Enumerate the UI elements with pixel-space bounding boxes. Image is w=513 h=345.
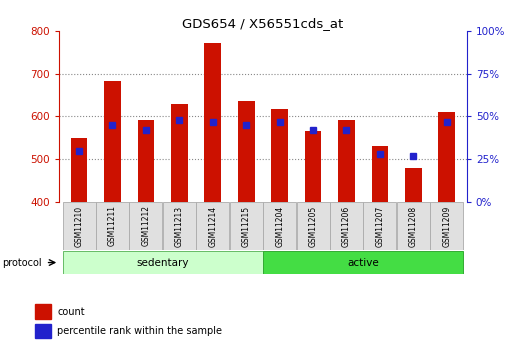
Bar	[371, 146, 388, 202]
Bar	[35, 324, 51, 338]
FancyBboxPatch shape	[397, 202, 430, 250]
Text: GSM11207: GSM11207	[376, 205, 384, 247]
Bar	[35, 304, 51, 319]
FancyBboxPatch shape	[263, 251, 463, 274]
FancyBboxPatch shape	[330, 202, 363, 250]
FancyBboxPatch shape	[63, 202, 95, 250]
FancyBboxPatch shape	[96, 202, 129, 250]
FancyBboxPatch shape	[363, 202, 397, 250]
FancyBboxPatch shape	[63, 251, 263, 274]
FancyBboxPatch shape	[263, 202, 296, 250]
Text: GSM11215: GSM11215	[242, 205, 251, 247]
Text: GSM11205: GSM11205	[308, 205, 318, 247]
Text: GSM11214: GSM11214	[208, 205, 218, 247]
FancyBboxPatch shape	[430, 202, 463, 250]
Text: GSM11209: GSM11209	[442, 205, 451, 247]
Text: GSM11204: GSM11204	[275, 205, 284, 247]
Text: count: count	[57, 307, 85, 317]
Bar	[204, 42, 221, 202]
Bar	[171, 104, 188, 202]
Text: GSM11212: GSM11212	[142, 206, 150, 246]
Bar	[439, 112, 455, 202]
Title: GDS654 / X56551cds_at: GDS654 / X56551cds_at	[182, 17, 344, 30]
Bar	[137, 120, 154, 202]
Text: GSM11211: GSM11211	[108, 206, 117, 246]
Bar	[305, 130, 322, 202]
Text: protocol: protocol	[3, 258, 42, 267]
Bar	[104, 81, 121, 202]
Text: GSM11213: GSM11213	[175, 205, 184, 247]
Text: active: active	[347, 258, 379, 267]
Text: percentile rank within the sample: percentile rank within the sample	[57, 326, 222, 336]
FancyBboxPatch shape	[230, 202, 263, 250]
Bar	[338, 120, 355, 202]
Text: GSM11206: GSM11206	[342, 205, 351, 247]
Bar	[238, 101, 254, 202]
Text: GSM11208: GSM11208	[409, 205, 418, 247]
FancyBboxPatch shape	[297, 202, 330, 250]
Bar	[71, 138, 87, 202]
FancyBboxPatch shape	[129, 202, 163, 250]
FancyBboxPatch shape	[196, 202, 229, 250]
Text: sedentary: sedentary	[136, 258, 189, 267]
Bar	[271, 109, 288, 202]
Text: GSM11210: GSM11210	[74, 205, 84, 247]
Bar	[405, 168, 422, 202]
FancyBboxPatch shape	[163, 202, 196, 250]
